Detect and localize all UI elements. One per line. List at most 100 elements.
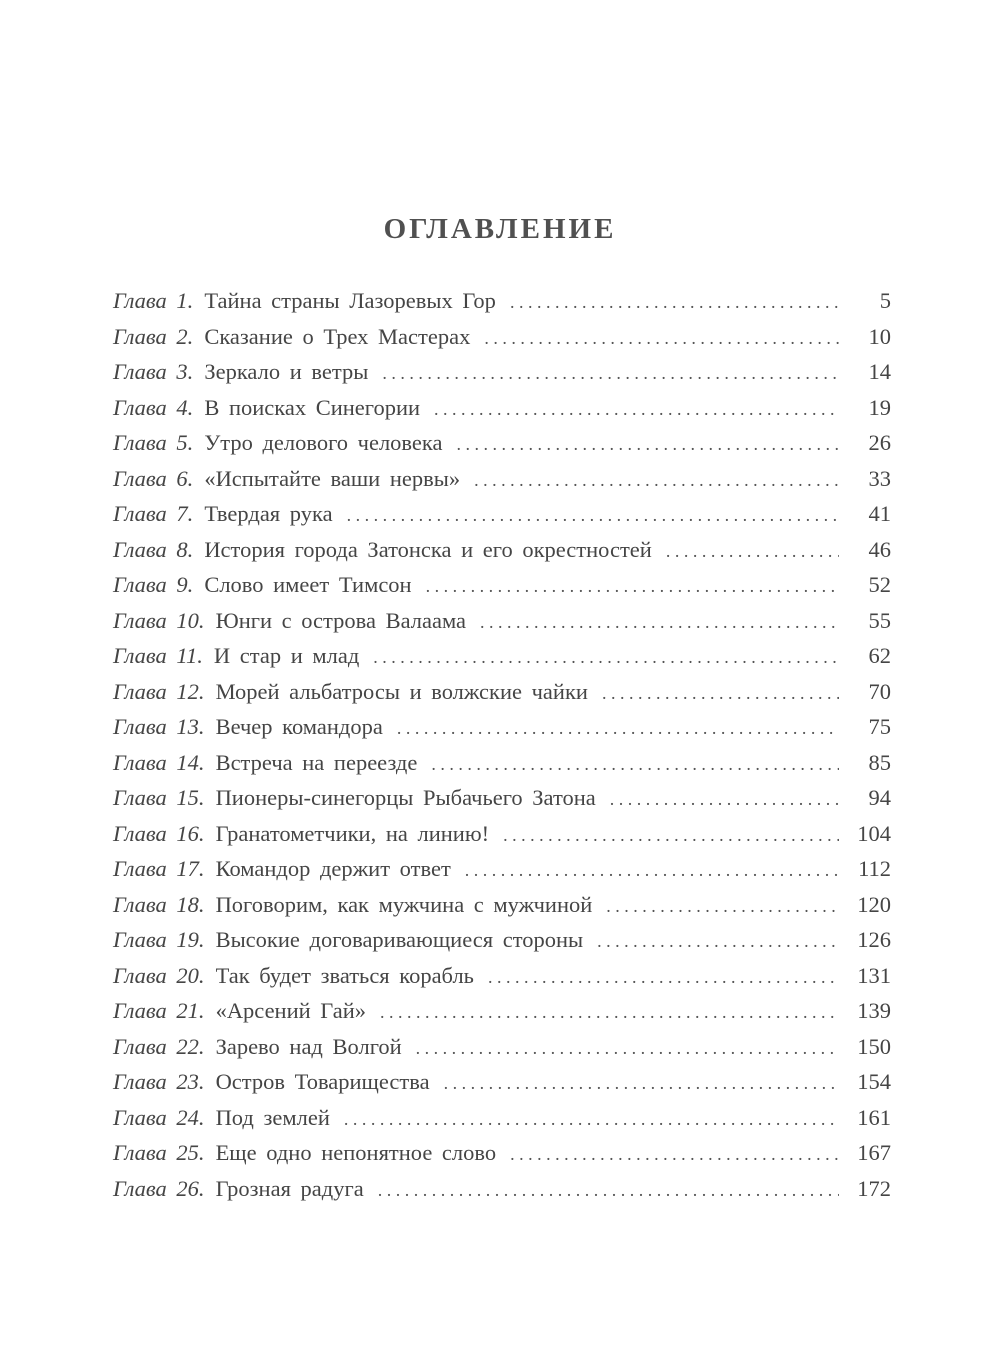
toc-entry: Глава 6. «Испытайте ваши нервы» 33 [113,466,891,502]
dot-leader [373,647,839,668]
toc-entry: Глава 16. Гранатометчики, на линию! 104 [113,821,891,857]
chapter-label: Глава 6. [113,465,194,491]
toc-entry: Глава 19. Высокие договаривающиеся сторон… [113,927,891,963]
page-number: 126 [857,927,891,952]
page-number: 139 [857,998,891,1023]
chapter-title: Остров Товарищества [215,1069,430,1094]
chapter-label: Глава 18. [113,891,205,917]
toc-entry: Глава 2. Сказание о Трех Мастерах 10 [113,324,891,360]
toc-entry: Глава 26. Грозная радуга 172 [113,1176,891,1212]
chapter-label: Глава 13. [113,714,205,739]
table-of-contents: Глава 1.Тайна страны Лазоревых Гор5Глава… [113,288,891,1211]
dot-leader [606,896,839,917]
chapter-label: Глава 7. [113,501,194,526]
page-number: 85 [868,749,892,775]
toc-entry: Глава 15. Пионеры-синегорцы Рыбачьего Зат… [113,785,891,821]
chapter-label: Глава 3. [113,359,194,384]
page-number: 75 [868,714,892,739]
page-number: 161 [857,1104,891,1130]
chapter-title: Утро делового человека [204,430,443,455]
chapter-label: Глава 14. [113,749,205,775]
chapter-title: Юнги с острова Валаама [215,607,467,633]
chapter-label: Глава 10. [113,607,205,633]
toc-entry: Глава 18. Поговорим, как мужчина с мужчин… [113,892,891,928]
dot-leader [416,1038,839,1059]
toc-entry: Глава 5. Утро делового человека 26 [113,430,891,466]
dot-leader [484,328,839,349]
chapter-title: «Испытайте ваши нервы» [204,465,461,491]
page-number: 5 [879,288,891,313]
chapter-label: Глава 25. [113,1140,205,1165]
dot-leader [431,754,839,775]
dot-leader [597,931,839,952]
dot-leader [397,718,839,739]
chapter-label: Глава 24. [113,1104,205,1130]
toc-entry: Глава 13. Вечер командора 75 [113,714,891,750]
chapter-title: Командор держит ответ [215,856,451,881]
page-number: 55 [868,607,892,633]
page-number: 104 [857,820,891,846]
dot-leader [378,1180,839,1201]
toc-entry: Глава 10. Юнги с острова Валаама 55 [113,608,891,644]
toc-entry: Глава 4. В поисках Синегории 19 [113,395,891,431]
page-number: 33 [868,465,892,491]
page-number: 112 [858,856,891,881]
dot-leader [602,683,839,704]
chapter-title: И стар и млад [213,643,360,668]
chapter-label: Глава 17. [113,856,205,881]
chapter-label: Глава 8. [113,536,194,562]
chapter-title: Еще одно непонятное слово [215,1140,497,1165]
chapter-label: Глава 26. [113,1175,205,1201]
page-number: 120 [857,891,891,917]
page-number: 14 [868,359,892,384]
page-number: 172 [857,1175,891,1201]
chapter-label: Глава 22. [113,1033,205,1059]
dot-leader [474,470,839,491]
toc-entry: Глава 17. Командор держит ответ 112 [113,856,891,892]
chapter-label: Глава 19. [113,927,205,952]
page-number: 19 [868,394,892,420]
dot-leader [380,1002,839,1023]
chapter-title: Тайна страны Лазоревых Гор [204,288,496,313]
chapter-label: Глава 11. [113,643,203,668]
dot-leader [503,825,839,846]
chapter-title: Гранатометчики, на линию! [215,820,490,846]
page-number: 154 [857,1069,891,1094]
chapter-label: Глава 1. [113,288,194,313]
page-title: ОГЛАВЛЕНИЕ [383,213,617,245]
toc-entry: Глава 1. Тайна страны Лазоревых Гор 5 [113,288,891,324]
chapter-title: Поговорим, как мужчина с мужчиной [215,891,593,917]
chapter-label: Глава 5. [113,430,194,455]
chapter-label: Глава 23. [113,1069,205,1094]
toc-entry: Глава 11. И стар и млад 62 [113,643,891,679]
toc-entry: Глава 12. Морей альбатросы и волжские чай… [113,679,891,715]
dot-leader [457,434,840,455]
toc-entry: Глава 7. Твердая рука 41 [113,501,891,537]
chapter-title: Встреча на переезде [215,749,418,775]
chapter-label: Глава 15. [113,785,205,810]
dot-leader [465,860,839,881]
chapter-label: Глава 21. [113,998,205,1023]
toc-entry: Глава 8. История города Затонска и его ок… [113,537,891,573]
page-number: 52 [868,572,892,597]
chapter-label: Глава 16. [113,820,205,846]
page-number: 131 [857,962,891,988]
chapter-label: Глава 2. [113,323,194,349]
toc-entry: Глава 3. Зеркало и ветры 14 [113,359,891,395]
page-number: 167 [857,1140,891,1165]
chapter-title: Слово имеет Тимсон [204,572,412,597]
toc-entry: Глава 23. Остров Товарищества 154 [113,1069,891,1105]
chapter-title: Грозная радуга [215,1175,364,1201]
dot-leader [488,967,839,988]
page-number: 26 [868,430,892,455]
dot-leader [382,363,839,384]
chapter-title: Морей альбатросы и волжские чайки [215,678,588,704]
chapter-label: Глава 9. [113,572,194,597]
dot-leader [434,399,839,420]
toc-entry: Глава 21. «Арсений Гай» 139 [113,998,891,1034]
dot-leader [444,1073,839,1094]
dot-leader [344,1109,839,1130]
dot-leader [610,789,839,810]
chapter-title: Под землей [215,1104,330,1130]
toc-entry: Глава 20. Так будет зваться корабль 131 [113,963,891,999]
